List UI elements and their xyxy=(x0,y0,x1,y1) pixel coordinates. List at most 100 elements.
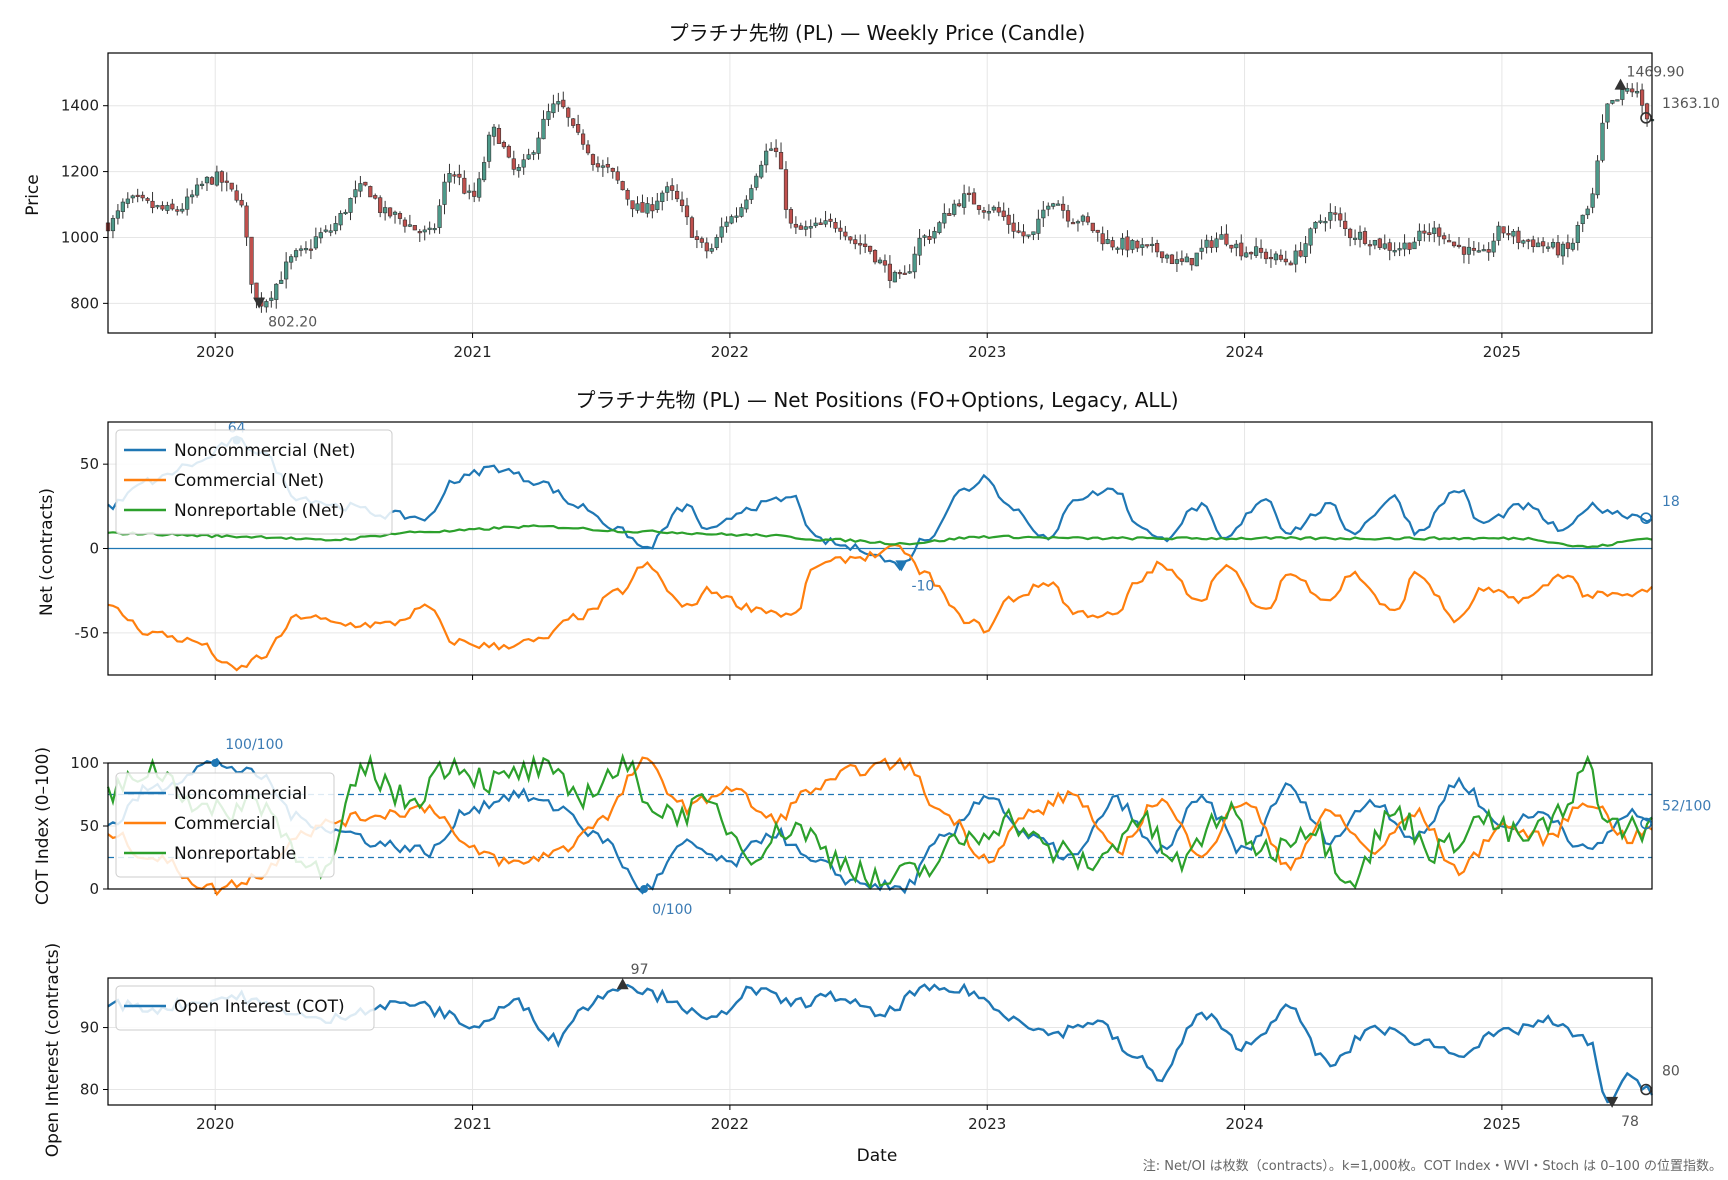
candle-body-down xyxy=(966,192,972,195)
candle-body-up xyxy=(477,178,482,198)
oi-x-tick-label: 2025 xyxy=(1483,1115,1521,1133)
candle-body-down xyxy=(1224,233,1229,245)
candle-body-down xyxy=(1377,238,1382,248)
min-annotation: 802.20 xyxy=(268,315,317,331)
candle xyxy=(1526,238,1531,250)
cot-ylabel: COT Index (0–100) xyxy=(33,747,53,905)
candle-body-up xyxy=(442,181,447,205)
candle xyxy=(170,198,175,211)
oi-max-annotation: 97 xyxy=(631,962,649,978)
candle xyxy=(432,223,437,234)
candle xyxy=(338,210,343,231)
candle xyxy=(848,236,853,244)
candle-body-up xyxy=(1496,225,1501,241)
candle-body-up xyxy=(645,203,650,214)
cot-legend-label: Noncommercial xyxy=(174,784,307,804)
candle-body-up xyxy=(1397,248,1402,251)
candle xyxy=(160,201,165,211)
candle-body-up xyxy=(185,196,190,210)
candle-body-up xyxy=(214,171,219,186)
cot-legend-item: Noncommercial xyxy=(124,784,307,804)
candle xyxy=(1555,234,1561,258)
candle xyxy=(1417,223,1422,246)
candle-body-up xyxy=(744,199,749,210)
candle-body-up xyxy=(1550,242,1556,248)
net-title: プラチナ先物 (PL) — Net Positions (FO+Options,… xyxy=(575,388,1178,412)
candle xyxy=(1585,205,1590,219)
candle-body-up xyxy=(635,203,640,211)
candle xyxy=(947,208,952,216)
candle-body-down xyxy=(833,222,838,229)
candle-body-down xyxy=(848,236,853,241)
candle-body-down xyxy=(590,154,596,165)
candle xyxy=(996,201,1001,217)
candle-body-down xyxy=(1630,88,1635,93)
candle-body-up xyxy=(130,195,135,199)
candle xyxy=(694,230,699,249)
candle-body-down xyxy=(1461,246,1467,255)
candle xyxy=(1189,257,1194,271)
oi-x-tick-label: 2022 xyxy=(711,1115,749,1133)
candle xyxy=(1046,202,1051,217)
candle xyxy=(1338,207,1343,228)
candle-body-up xyxy=(729,216,734,224)
candle xyxy=(1249,251,1254,260)
candle-body-up xyxy=(541,118,546,140)
candle-body-up xyxy=(764,150,769,166)
candle-body-down xyxy=(585,144,591,154)
candle xyxy=(313,227,318,250)
candle-body-up xyxy=(516,167,521,171)
candle-body-down xyxy=(1338,213,1343,221)
candle xyxy=(506,144,511,159)
candle-body-up xyxy=(823,220,828,225)
candle xyxy=(298,245,304,257)
candle-body-down xyxy=(363,181,368,186)
candle xyxy=(239,193,244,208)
cot-legend-item: Nonreportable xyxy=(124,844,296,864)
candle xyxy=(1204,234,1209,254)
price-panel: 2020 2021 2022 2023 2024 2025 800 1000 1200 1400 1… xyxy=(61,52,1720,361)
candle xyxy=(1184,253,1189,263)
candle xyxy=(803,220,808,237)
candle xyxy=(1273,251,1278,265)
candle-body-up xyxy=(199,183,205,186)
candle xyxy=(1179,250,1184,266)
candle-body-down xyxy=(1427,232,1432,235)
candle-body-up xyxy=(1620,89,1625,100)
last-marker xyxy=(1640,112,1652,124)
candle xyxy=(833,217,838,233)
candle-body-up xyxy=(353,189,358,198)
oi-x-tick-label: 2021 xyxy=(453,1115,491,1133)
candle-body-down xyxy=(1565,242,1570,249)
candle-body-up xyxy=(1585,208,1590,216)
candle xyxy=(249,236,254,294)
candle xyxy=(194,177,200,198)
candle xyxy=(120,198,125,219)
candle xyxy=(699,236,704,248)
candle-body-down xyxy=(501,141,506,148)
candle-body-up xyxy=(333,223,338,232)
candle-body-up xyxy=(165,205,170,211)
open-interest-panel: 2020 2021 2022 2023 2024 2025 80 90 97 78 80 Open I… xyxy=(80,962,1680,1133)
candle xyxy=(447,163,452,192)
candle xyxy=(1224,224,1229,247)
candle-body-down xyxy=(412,225,417,231)
min-marker xyxy=(253,297,266,309)
candle xyxy=(308,239,313,260)
candle xyxy=(1159,251,1165,263)
candle-body-up xyxy=(1536,242,1541,248)
candle xyxy=(788,207,794,229)
candle xyxy=(1565,234,1570,258)
candle xyxy=(679,191,685,213)
candle xyxy=(1437,223,1442,246)
candle xyxy=(719,217,724,243)
candle xyxy=(293,248,299,261)
candle xyxy=(937,220,942,235)
candle-body-down xyxy=(417,231,422,234)
candle-body-down xyxy=(1209,240,1214,248)
cot-last-marker xyxy=(1640,817,1652,830)
candle xyxy=(1362,227,1368,246)
candle xyxy=(368,185,373,198)
candle-body-up xyxy=(407,224,412,227)
candle xyxy=(872,249,878,265)
